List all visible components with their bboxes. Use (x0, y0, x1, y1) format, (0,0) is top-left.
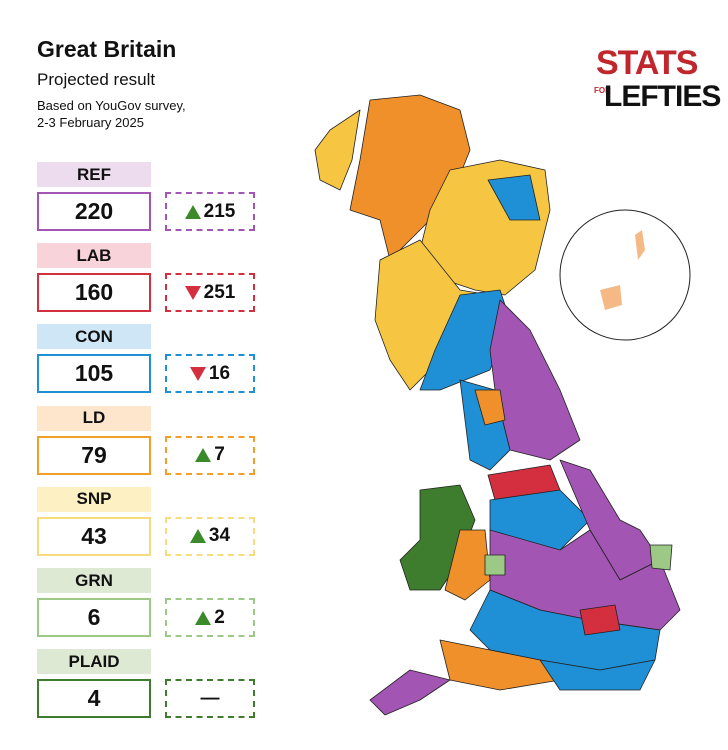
seat-change: 34 (165, 516, 255, 556)
map-region (444, 529, 491, 601)
map (314, 94, 691, 716)
map-region (314, 109, 361, 191)
title: Great Britain (37, 36, 177, 62)
seat-count: 6 (37, 598, 151, 637)
inset-frame (559, 209, 691, 341)
change-arrow (195, 610, 212, 625)
seat-count: 4 (37, 679, 151, 719)
map-region (649, 544, 673, 571)
change-value: 34 (208, 525, 231, 547)
change-arrow (189, 366, 206, 381)
change-arrow (184, 285, 201, 300)
seat-count: 79 (37, 435, 151, 475)
party-label: REF (37, 162, 151, 187)
change-arrow (189, 529, 206, 544)
map-region (474, 389, 506, 426)
change-value: 2 (214, 606, 225, 628)
change-value: 215 (203, 200, 236, 222)
change-value: 251 (203, 281, 236, 303)
logo-text: STATS (596, 44, 698, 82)
change-arrow (184, 204, 201, 219)
change-arrow (195, 448, 212, 463)
party-label: CON (37, 324, 151, 350)
source: Based on YouGov survey, (37, 98, 186, 113)
seat-change: 215 (165, 192, 255, 231)
map-region (419, 289, 511, 391)
map-region (349, 94, 471, 261)
map-region (484, 554, 506, 576)
map-region (635, 230, 645, 260)
map-region (489, 299, 581, 461)
change-value: 7 (214, 444, 225, 466)
source: 2-3 February 2025 (37, 115, 144, 130)
change-value: — (200, 687, 220, 709)
map-region (539, 659, 656, 691)
seat-count: 160 (37, 273, 151, 313)
map-region (369, 669, 451, 716)
seat-change: 2 (165, 598, 255, 637)
change-value: 16 (208, 362, 231, 384)
subtitle: Projected result (37, 70, 156, 89)
party-label: LAB (37, 243, 151, 269)
map-region (579, 604, 621, 636)
party-label: PLAID (37, 649, 151, 675)
seat-change: 251 (165, 273, 255, 313)
map-region (600, 285, 622, 310)
seat-change: 16 (165, 354, 255, 394)
party-label: LD (37, 405, 151, 431)
party-label: SNP (37, 486, 151, 512)
seat-change: 7 (165, 435, 255, 475)
seat-count: 220 (37, 192, 151, 231)
party-label: GRN (37, 568, 151, 593)
logo-text: LEFTIES (604, 80, 721, 113)
logo: STATS FOR LEFTIES (590, 44, 721, 116)
seat-count: 43 (37, 516, 151, 556)
seat-change: — (165, 679, 255, 719)
seat-count: 105 (37, 354, 151, 394)
logo-text: FOR (594, 86, 611, 95)
map-region (487, 174, 541, 221)
